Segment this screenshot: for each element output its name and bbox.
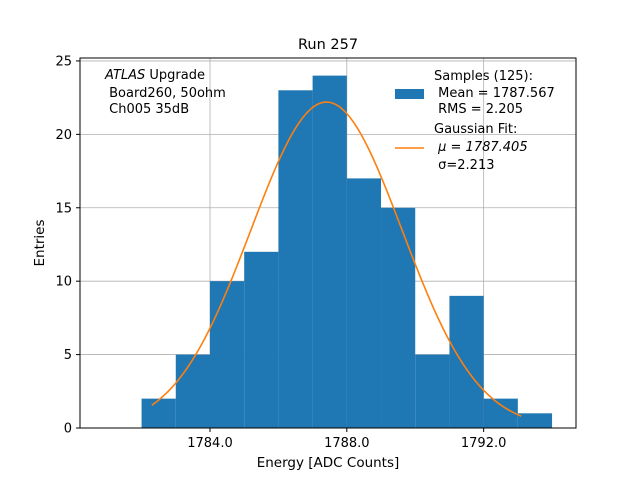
histogram-bar — [141, 398, 176, 428]
annotation-atlas: ATLAS — [104, 68, 145, 83]
chart-title: Run 257 — [298, 37, 358, 53]
legend-hist-line-3: RMS = 2.205 — [434, 102, 523, 117]
axis-ticks: 1784.0 1788.0 1792.0 0 5 10 15 20 25 — [55, 54, 506, 451]
annotation-line-2: Ch005 35dB — [105, 102, 189, 117]
y-tick-label: 20 — [55, 128, 72, 143]
x-tick-label: 1784.0 — [187, 436, 233, 451]
histogram-bar — [175, 354, 210, 428]
y-tick-label: 10 — [55, 275, 72, 290]
y-axis-label: Entries — [32, 219, 48, 266]
svg-text:ATLAS Upgrade: ATLAS Upgrade — [104, 68, 205, 83]
histogram-bar — [449, 295, 484, 428]
annotation-upgrade: Upgrade — [145, 68, 205, 83]
plot-frame — [79, 57, 577, 429]
y-tick-label: 5 — [64, 348, 72, 363]
annotation-line-1: Board260, 50ohm — [105, 86, 226, 101]
legend-fit-line-2: μ = 1787.405 — [434, 140, 528, 155]
y-tick-label: 15 — [55, 201, 72, 216]
y-tick-label: 25 — [55, 54, 72, 69]
histogram-bar — [483, 398, 518, 428]
histogram-bar — [381, 207, 416, 428]
histogram-bar — [312, 75, 347, 428]
x-axis-label: Energy [ADC Counts] — [257, 455, 400, 471]
histogram-bar — [346, 178, 382, 428]
legend-hist-line-1: Samples (125): — [434, 69, 533, 84]
histogram-bar — [209, 281, 245, 428]
histogram-bar — [415, 354, 450, 428]
legend-hist-line-2: Mean = 1787.567 — [434, 86, 555, 101]
fit-layer — [151, 101, 522, 417]
histogram-bar — [278, 90, 313, 429]
y-tick-label: 0 — [64, 422, 72, 437]
legend-hist-swatch — [395, 89, 424, 99]
legend-fit-line-3: σ=2.213 — [434, 158, 494, 173]
legend: Samples (125): Mean = 1787.567 RMS = 2.2… — [395, 69, 555, 173]
x-tick-label: 1788.0 — [324, 436, 370, 451]
legend-fit-line-1: Gaussian Fit: — [434, 122, 517, 137]
histogram-bar — [244, 251, 279, 428]
x-tick-label: 1792.0 — [461, 436, 507, 451]
histogram-bars — [141, 75, 553, 429]
gaussian-fit-curve — [151, 101, 522, 417]
annotation-box: ATLAS Upgrade Board260, 50ohm Ch005 35dB — [104, 68, 226, 117]
histogram-bar — [517, 413, 553, 428]
